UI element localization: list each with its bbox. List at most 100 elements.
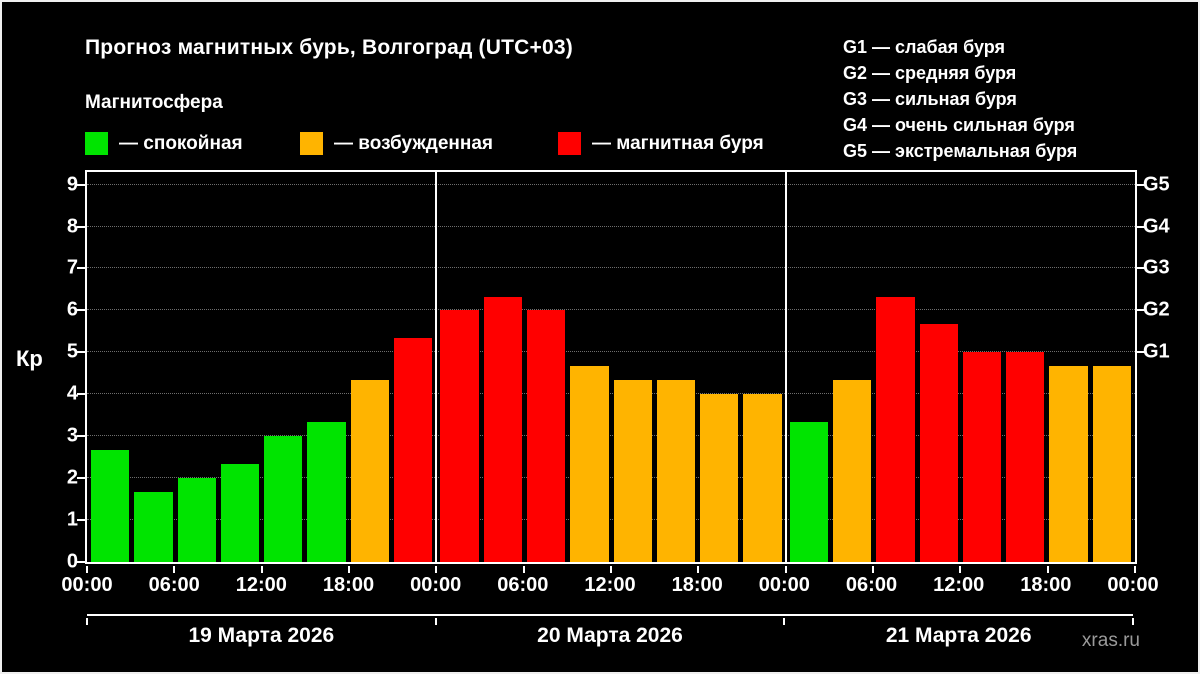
- x-tick-9: [872, 566, 874, 573]
- gridline-kp-1: [87, 519, 1135, 521]
- y-tick-1: [77, 519, 85, 522]
- x-tick-label-8: 00:00: [758, 574, 810, 596]
- storm-scale-g5: G5 — экстремальная буря: [843, 141, 1078, 161]
- x-tick-label-3: 18:00: [322, 574, 375, 596]
- y-tick-2: [77, 477, 85, 480]
- date-axis-tick-0: [86, 618, 88, 625]
- x-tick-label-7: 18:00: [671, 574, 723, 596]
- x-tick-label-2: 12:00: [235, 574, 287, 596]
- gridline-kp-8: [87, 225, 1135, 227]
- storm-scale-g2: G2 — средняя буря: [843, 63, 1017, 83]
- g-tick-G2: [1137, 309, 1145, 312]
- legend-item-quiet-label: — спокойная: [119, 132, 243, 154]
- legend-item-excited-label: — возбужденная: [334, 132, 494, 154]
- g-tick-label-G2: G2: [1143, 298, 1170, 321]
- day-group-3: [786, 172, 1135, 562]
- g-tick-G3: [1137, 267, 1145, 270]
- g-tick-label-G1: G1: [1143, 340, 1170, 363]
- kp-bar-day2-slot4: [570, 366, 609, 562]
- chart-subtitle: Магнитосфера: [85, 92, 223, 113]
- page-title: Прогноз магнитных бурь, Волгоград (UTC+0…: [85, 36, 573, 59]
- kp-bar-day3-slot5: [962, 352, 1002, 562]
- kp-bar-day2-slot6: [656, 380, 696, 562]
- g-tick-G5: [1137, 183, 1145, 186]
- x-tick-5: [522, 566, 525, 573]
- x-tick-1: [173, 566, 176, 573]
- y-tick-4: [77, 393, 85, 396]
- kp-bar-day2-slot2: [483, 296, 522, 562]
- day-group-1: [87, 172, 436, 562]
- kp-bar-day1-slot7: [350, 380, 390, 562]
- g-tick-label-G3: G3: [1143, 256, 1170, 279]
- y-tick-label-2: 2: [66, 466, 78, 489]
- gridline-kp-7: [87, 267, 1135, 269]
- x-tick-label-1: 06:00: [148, 574, 200, 596]
- y-tick-6: [77, 309, 85, 312]
- g-tick-label-G5: G5: [1143, 173, 1170, 196]
- day-group-2: [436, 172, 785, 562]
- quiet-swatch-icon: [85, 132, 108, 155]
- date-axis-line: [86, 614, 1134, 625]
- x-tick-0: [86, 566, 88, 573]
- y-tick-label-1: 1: [66, 508, 78, 531]
- legend-item-quiet: — спокойная: [85, 132, 243, 155]
- y-tick-label-4: 4: [66, 382, 78, 405]
- legend-item-excited: — возбужденная: [300, 132, 493, 155]
- kp-bar-day2-slot5: [613, 380, 652, 562]
- y-axis-labels: 0 1 2 3 4 5 6 7 8 9: [30, 172, 78, 572]
- kp-bar-day1-slot6: [307, 422, 346, 562]
- gridline-kp-5: [87, 351, 1135, 353]
- storm-swatch-icon: [558, 132, 581, 155]
- kp-bar-day3-slot7: [1049, 366, 1088, 562]
- y-tick-label-5: 5: [66, 340, 78, 363]
- gridline-kp-9: [87, 183, 1135, 185]
- x-tick-label-11: 18:00: [1020, 574, 1072, 596]
- gridline-kp-4: [87, 393, 1135, 395]
- y-axis-title: Кр: [16, 346, 43, 371]
- x-tick-label-6: 12:00: [584, 574, 636, 596]
- storm-scale-g4: G4 — очень сильная буря: [843, 115, 1075, 135]
- x-tick-2: [260, 566, 263, 573]
- y-tick-label-6: 6: [66, 298, 78, 321]
- y-tick-label-3: 3: [66, 424, 78, 447]
- gridline-kp-6: [87, 309, 1135, 311]
- kp-bar-day1-slot3: [177, 478, 216, 562]
- x-tick-label-12: 00:00: [1107, 574, 1159, 596]
- g-tick-G4: [1137, 225, 1145, 228]
- storm-scale-legend: G1 — слабая буря G2 — средняя буря G3 — …: [843, 34, 1077, 164]
- day-separator-2: [784, 172, 787, 562]
- kp-bar-day1-slot8: [394, 338, 433, 562]
- kp-bar-day3-slot2: [832, 380, 872, 562]
- x-tick-label-4: 00:00: [410, 574, 462, 596]
- date-axis-tick-1: [434, 618, 437, 625]
- y-tick-3: [77, 435, 85, 438]
- x-tick-6: [610, 566, 612, 573]
- kp-bar-day3-slot6: [1006, 352, 1045, 562]
- gridline-kp-2: [87, 477, 1135, 479]
- x-tick-label-10: 12:00: [933, 574, 985, 596]
- x-tick-11: [1046, 566, 1049, 573]
- kp-bar-day3-slot3: [876, 296, 915, 562]
- x-tick-label-9: 06:00: [845, 574, 898, 596]
- date-label-2: 20 Марта 2026: [537, 624, 683, 647]
- kp-bar-day2-slot1: [440, 310, 479, 562]
- g-tick-label-G4: G4: [1143, 215, 1170, 238]
- plot-area: [77, 170, 1145, 573]
- kp-bar-day3-slot4: [919, 324, 958, 562]
- kp-bar-day2-slot7: [700, 394, 739, 562]
- kp-bar-day3-slot1: [789, 422, 828, 562]
- kp-bar-day2-slot3: [526, 310, 566, 562]
- excited-swatch-icon: [300, 132, 323, 155]
- kp-bar-day3-slot8: [1092, 366, 1132, 562]
- y-tick-label-9: 9: [66, 173, 78, 196]
- x-tick-3: [348, 566, 350, 573]
- legend-item-storm: — магнитная буря: [558, 132, 764, 155]
- color-legend: — спокойная — возбужденная — магнитная б…: [85, 132, 845, 156]
- kp-bar-day2-slot8: [743, 394, 782, 562]
- kp-bar-day1-slot5: [264, 436, 303, 562]
- y-tick-5: [77, 351, 85, 354]
- y-tick-label-8: 8: [66, 215, 78, 238]
- y-tick-8: [77, 225, 85, 228]
- g-tick-G1: [1137, 351, 1145, 354]
